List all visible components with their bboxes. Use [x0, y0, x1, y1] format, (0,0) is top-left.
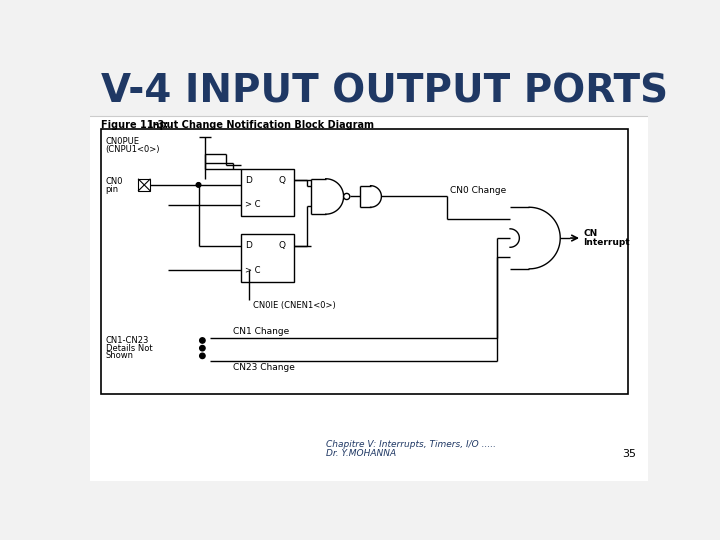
- Circle shape: [343, 193, 350, 200]
- Text: D: D: [245, 241, 252, 250]
- Circle shape: [196, 183, 201, 187]
- Bar: [101, 129, 628, 394]
- Text: D: D: [245, 176, 252, 185]
- Text: Details Not: Details Not: [106, 343, 152, 353]
- Text: CN0 Change: CN0 Change: [451, 186, 507, 195]
- Bar: [241, 168, 294, 217]
- Text: Shown: Shown: [106, 352, 133, 360]
- Text: CN: CN: [583, 229, 598, 238]
- Text: pin: pin: [106, 185, 119, 194]
- Text: CN1 Change: CN1 Change: [233, 327, 289, 336]
- Circle shape: [199, 338, 205, 343]
- Text: CN1-CN23: CN1-CN23: [106, 336, 149, 345]
- Text: (CNPU1<0>): (CNPU1<0>): [106, 145, 160, 154]
- Text: Input Change Notification Block Diagram: Input Change Notification Block Diagram: [149, 120, 374, 130]
- Text: 35: 35: [622, 449, 636, 459]
- Text: CN0: CN0: [106, 177, 123, 186]
- Bar: [90, 117, 648, 481]
- Text: Chapitre V: Interrupts, Timers, I/O .....: Chapitre V: Interrupts, Timers, I/O ....…: [326, 440, 496, 449]
- Bar: [90, 65, 648, 117]
- Circle shape: [199, 346, 205, 351]
- Text: CN23 Change: CN23 Change: [233, 363, 295, 372]
- Circle shape: [199, 353, 205, 359]
- Text: Figure 11-3:: Figure 11-3:: [101, 120, 168, 130]
- Text: CN0PUE: CN0PUE: [106, 137, 140, 146]
- Text: Dr. Y.MOHANNA: Dr. Y.MOHANNA: [326, 449, 397, 458]
- Text: V-4 INPUT OUTPUT PORTS: V-4 INPUT OUTPUT PORTS: [101, 72, 668, 111]
- Text: > C: > C: [245, 200, 261, 210]
- Text: Q: Q: [279, 241, 285, 250]
- Bar: [138, 179, 150, 191]
- Text: Interrupt: Interrupt: [583, 238, 630, 247]
- Bar: [241, 234, 294, 282]
- Text: > C: > C: [245, 266, 261, 275]
- Text: CN0IE (CNEN1<0>): CN0IE (CNEN1<0>): [253, 301, 336, 310]
- Text: Q: Q: [279, 176, 285, 185]
